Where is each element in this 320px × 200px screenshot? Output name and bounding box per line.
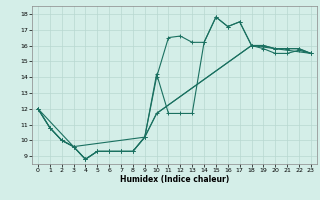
X-axis label: Humidex (Indice chaleur): Humidex (Indice chaleur) (120, 175, 229, 184)
